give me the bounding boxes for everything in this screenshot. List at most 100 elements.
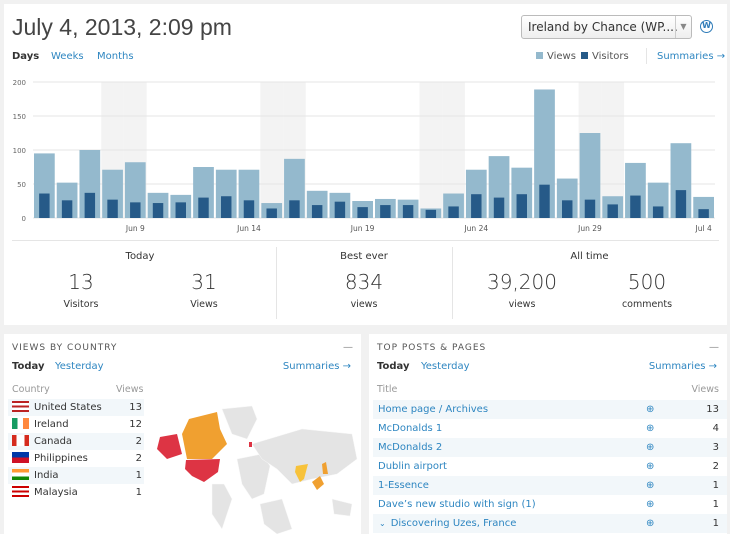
today-visitors-label: Visitors (63, 299, 99, 310)
country-row[interactable]: United States 13 (8, 399, 144, 416)
legend-visitors: Visitors (581, 51, 629, 62)
map-canada (182, 412, 227, 459)
y-tick-label: 50 (17, 181, 26, 189)
post-row: Dave’s new studio with sign (1) ⊕ 1 (373, 495, 727, 514)
flag-ca-icon (12, 434, 29, 446)
post-title-link[interactable]: McDonalds 2 (378, 442, 443, 453)
page-title: July 4, 2013, 2:09 pm (12, 14, 232, 40)
top-posts-panel: TOP POSTS & PAGES — Today Yesterday Summ… (369, 334, 727, 534)
visitors-bar (516, 194, 527, 218)
chevron-down-icon[interactable]: ⌄ (379, 519, 386, 528)
visitors-bar (357, 207, 368, 218)
post-title-link[interactable]: Dave’s new studio with sign (1) (378, 499, 536, 510)
country-name: India (34, 470, 59, 481)
country-views: 13 (129, 402, 142, 413)
post-row: ⌄ Discovering Uzes, France ⊕ 1 (373, 514, 727, 533)
country-row[interactable]: India 1 (8, 467, 144, 484)
zoom-in-icon[interactable]: ⊕ (646, 518, 655, 529)
zoom-in-icon[interactable]: ⊕ (646, 423, 655, 434)
visitors-bar (493, 197, 505, 218)
site-select-value: Ireland by Chance (WP.... (528, 20, 678, 34)
x-tick-label: Jun 19 (350, 224, 375, 233)
views-bar (579, 133, 601, 218)
collapse-icon[interactable]: — (343, 342, 353, 353)
tab-yesterday[interactable]: Yesterday (55, 361, 104, 372)
visitors-bar (221, 196, 232, 218)
best-ever-count: 834 (344, 270, 384, 294)
zoom-in-icon[interactable]: ⊕ (646, 404, 655, 415)
flag-in-icon (12, 468, 29, 480)
post-title-link[interactable]: 1-Essence (378, 480, 429, 491)
visitors-bar (198, 197, 209, 218)
x-tick-label: Jun 9 (125, 224, 145, 233)
country-row[interactable]: Philippines 2 (8, 450, 144, 467)
col-views: Views (691, 384, 720, 395)
today-label: Today (125, 251, 155, 262)
visitors-bar (607, 204, 618, 218)
country-views: 2 (135, 453, 142, 464)
country-name: United States (34, 402, 102, 413)
post-title-link[interactable]: McDonalds 1 (378, 423, 443, 434)
post-title-link[interactable]: Dublin airport (378, 461, 447, 472)
all-time-comments-count: 500 (627, 270, 667, 294)
x-tick-label: Jun 14 (236, 224, 261, 233)
x-tick-label: Jul 4 (695, 224, 712, 233)
summaries-link[interactable]: Summaries → (648, 361, 717, 372)
visitors-bar (84, 192, 96, 218)
post-views: 1 (712, 518, 719, 529)
tab-yesterday[interactable]: Yesterday (421, 361, 470, 372)
visitors-bar (562, 200, 573, 218)
world-map (157, 405, 358, 534)
flag-ph-icon (12, 451, 29, 463)
visitors-bar (266, 208, 277, 218)
y-tick-label: 200 (13, 79, 26, 87)
site-select[interactable]: Ireland by Chance (WP.... ▼ (521, 15, 692, 39)
all-time-views-label: views (508, 299, 536, 310)
tab-weeks[interactable]: Weeks (51, 51, 84, 62)
visitors-bar (448, 206, 459, 218)
visitors-bar (425, 209, 437, 218)
visitors-bar (152, 203, 164, 218)
zoom-in-icon[interactable]: ⊕ (646, 499, 655, 510)
summaries-link[interactable]: Summaries → (657, 51, 726, 62)
visitors-bar (107, 199, 118, 218)
views-chart: 0 50 100 150 200 Jun 9 Jun 14 Jun 19 Jun 24 Jun 2… (13, 79, 715, 233)
flag-us-icon (12, 400, 29, 412)
country-row[interactable]: Canada 2 (8, 433, 144, 450)
tab-today[interactable]: Today (12, 361, 45, 372)
summaries-link[interactable]: Summaries → (282, 361, 351, 372)
col-views: Views (116, 384, 144, 395)
visitors-bar (175, 202, 186, 218)
country-row[interactable]: Ireland 12 (8, 416, 144, 433)
post-views: 1 (712, 480, 719, 491)
y-tick-label: 0 (22, 215, 26, 223)
post-title-link[interactable]: Discovering Uzes, France (390, 518, 517, 529)
zoom-in-icon[interactable]: ⊕ (646, 480, 655, 491)
post-row: 1-Essence ⊕ 1 (373, 476, 727, 495)
map-alaska (157, 434, 182, 459)
collapse-icon[interactable]: — (709, 342, 719, 353)
zoom-in-icon[interactable]: ⊕ (646, 461, 655, 472)
post-title-link[interactable]: Home page / Archives (378, 404, 489, 415)
post-row: Dublin airport ⊕ 2 (373, 457, 727, 476)
tab-days[interactable]: Days (12, 51, 40, 62)
flag-ie-icon (12, 417, 29, 429)
country-row[interactable]: Malaysia 1 (8, 484, 144, 501)
country-views: 1 (135, 487, 142, 498)
visitors-bar (61, 200, 73, 218)
wordpress-icon[interactable]: W (700, 20, 713, 33)
best-ever-label: Best ever (340, 251, 388, 262)
post-row: Home page / Archives ⊕ 13 (373, 400, 727, 419)
map-usa (185, 459, 220, 482)
zoom-in-icon[interactable]: ⊕ (646, 442, 655, 453)
tab-today[interactable]: Today (377, 361, 410, 372)
visitors-bar (539, 184, 550, 218)
country-name: Canada (34, 436, 73, 447)
today-views-label: Views (190, 299, 218, 310)
post-views: 4 (712, 423, 719, 434)
tab-months[interactable]: Months (97, 51, 134, 62)
visitors-bar (652, 206, 664, 218)
post-views: 1 (712, 499, 719, 510)
views-by-country-panel: VIEWS BY COUNTRY — Today Yesterday Summa… (4, 334, 361, 534)
x-tick-label: Jun 24 (463, 224, 488, 233)
